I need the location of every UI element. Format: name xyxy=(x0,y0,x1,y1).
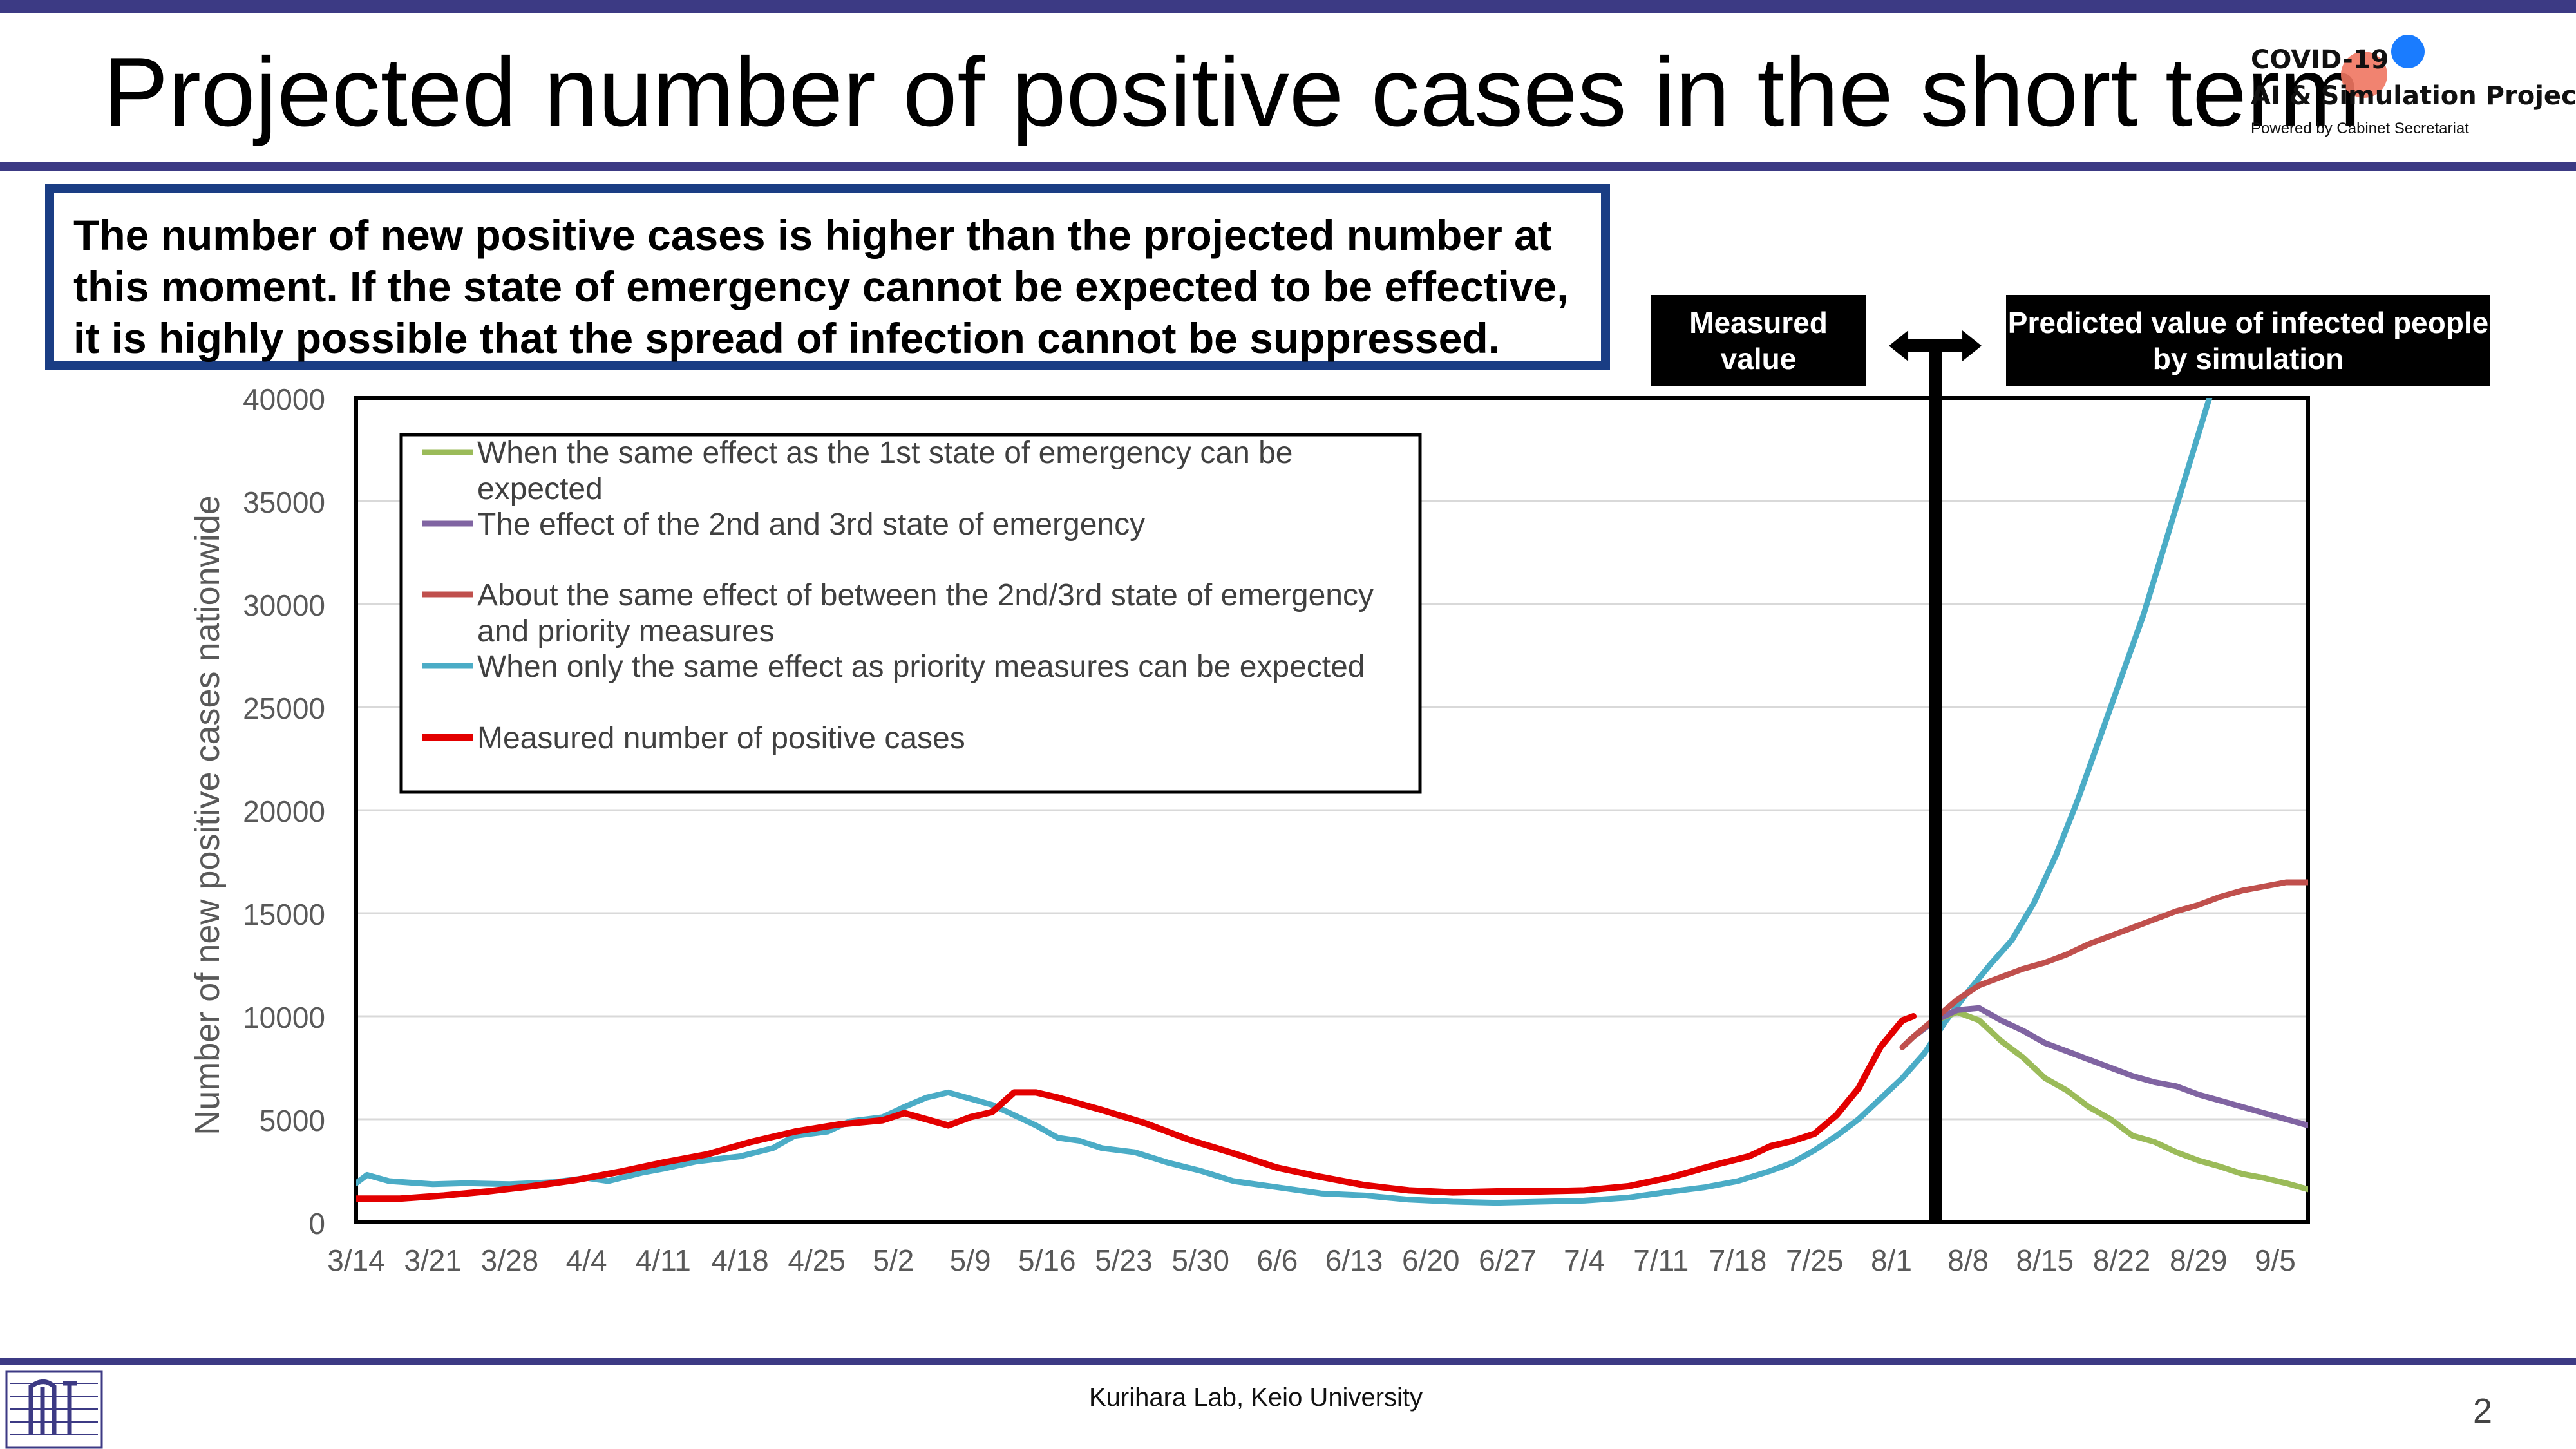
footer-credit: Kurihara Lab, Keio University xyxy=(1088,1383,1423,1412)
series-line-purple xyxy=(1899,1005,2308,1129)
predicted-value-label-text: Predicted value of infected people by si… xyxy=(2007,306,2489,375)
brand-line-3: Powered by Cabinet Secretariat xyxy=(2251,120,2469,137)
footer-rule xyxy=(0,1358,2576,1365)
x-tick-label: 7/25 xyxy=(1786,1244,1844,1277)
plot-frame xyxy=(354,396,2310,1224)
x-tick-label: 4/11 xyxy=(636,1244,691,1277)
double-arrow-icon xyxy=(1889,330,1982,361)
series-line-brown xyxy=(1899,879,2308,1050)
measured-value-label-text: Measured value xyxy=(1689,306,1828,375)
lab-logo-icon xyxy=(5,1370,103,1449)
x-tick-label: 8/1 xyxy=(1871,1244,1912,1277)
x-tick-label: 9/5 xyxy=(2255,1244,2296,1277)
brand-line-1: COVID-19 xyxy=(2251,45,2389,75)
x-tick-label: 5/2 xyxy=(873,1244,914,1277)
brand-blue-dot-icon xyxy=(2391,35,2425,68)
series-line-teal xyxy=(356,398,2213,1206)
x-tick-label: 6/20 xyxy=(1402,1244,1460,1277)
x-tick-label: 8/29 xyxy=(2170,1244,2228,1277)
measured-value-label: Measured value xyxy=(1651,295,1866,386)
x-tick-label: 3/14 xyxy=(327,1244,385,1277)
x-tick-label: 4/4 xyxy=(566,1244,607,1277)
legend-box xyxy=(399,433,1422,794)
top-rule xyxy=(0,0,2576,13)
legend-entry-purple: The effect of the 2nd and 3rd state of e… xyxy=(477,507,1145,542)
x-tick-label: 8/8 xyxy=(1947,1244,1989,1277)
brand-line-2: AI & Simulation Project xyxy=(2251,81,2576,111)
legend-entry-teal: When only the same effect as priority me… xyxy=(477,650,1365,684)
y-axis-label: Number of new positive cases nationwide xyxy=(188,495,227,1135)
x-tick-label: 8/22 xyxy=(2093,1244,2151,1277)
x-tick-label: 7/4 xyxy=(1564,1244,1605,1277)
page-title: Projected number of positive cases in th… xyxy=(103,37,2362,147)
y-tick-label: 35000 xyxy=(243,486,325,519)
x-tick-label: 7/18 xyxy=(1709,1244,1767,1277)
x-tick-label: 4/25 xyxy=(788,1244,846,1277)
x-tick-label: 5/9 xyxy=(950,1244,991,1277)
x-tick-label: 6/6 xyxy=(1256,1244,1298,1277)
callout-box: The number of new positive cases is high… xyxy=(45,184,1610,370)
y-tick-label: 40000 xyxy=(243,383,325,416)
title-rule xyxy=(0,162,2576,171)
callout-text: The number of new positive cases is high… xyxy=(73,211,1569,362)
y-tick-label: 30000 xyxy=(243,589,325,622)
x-tick-label: 4/18 xyxy=(711,1244,769,1277)
x-tick-label: 3/21 xyxy=(404,1244,462,1277)
x-tick-label: 8/15 xyxy=(2016,1244,2074,1277)
brand-logo: COVID-19 AI & Simulation Project Powered… xyxy=(2251,35,2576,149)
x-tick-label: 6/13 xyxy=(1325,1244,1383,1277)
page-number: 2 xyxy=(2472,1392,2492,1430)
brand-orange-dot-icon xyxy=(2341,52,2387,98)
y-tick-label: 25000 xyxy=(243,692,325,725)
x-tick-label: 3/28 xyxy=(481,1244,539,1277)
x-tick-label: 5/23 xyxy=(1095,1244,1153,1277)
y-tick-label: 15000 xyxy=(243,898,325,931)
legend-entry-green: When the same effect as the 1st state of… xyxy=(477,436,1293,506)
y-tick-label: 10000 xyxy=(243,1001,325,1034)
x-tick-label: 6/27 xyxy=(1479,1244,1537,1277)
predicted-value-label: Predicted value of infected people by si… xyxy=(2006,295,2490,386)
y-tick-label: 20000 xyxy=(243,795,325,828)
x-tick-label: 7/11 xyxy=(1633,1244,1689,1277)
y-tick-label: 5000 xyxy=(260,1104,325,1137)
x-tick-label: 5/30 xyxy=(1171,1244,1229,1277)
y-tick-label: 0 xyxy=(308,1207,325,1240)
series-line-green xyxy=(1899,1009,2308,1193)
legend-entry-red: Measured number of positive cases xyxy=(477,721,965,755)
series-line-red xyxy=(356,1013,1917,1202)
x-tick-label: 5/16 xyxy=(1018,1244,1076,1277)
legend-entry-brown: About the same effect of between the 2nd… xyxy=(477,578,1374,649)
